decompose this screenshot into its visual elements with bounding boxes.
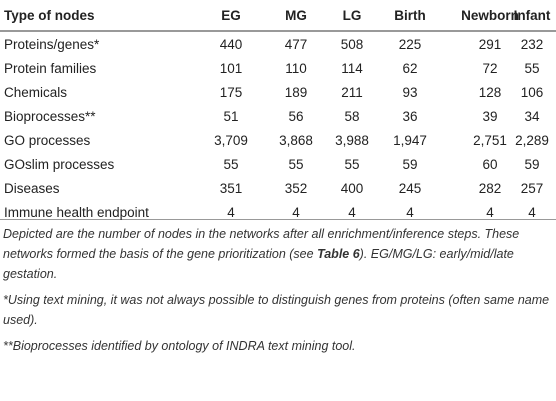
note-text: Depicted are the number of nodes in the … [3, 227, 520, 261]
value-cell: 128 [478, 85, 502, 100]
header-cell: Birth [394, 8, 426, 23]
row-label: Bioprocesses** [4, 109, 96, 124]
value-cell: 60 [482, 157, 498, 172]
value-cell: 4 [406, 205, 414, 220]
row-label: GO processes [4, 133, 91, 148]
value-cell: 352 [284, 181, 308, 196]
row-label: GOslim processes [4, 157, 115, 172]
value-cell: 106 [520, 85, 544, 100]
header-cell: Type of nodes [4, 8, 95, 23]
header-cell: EG [221, 8, 241, 23]
value-cell: 39 [482, 109, 498, 124]
value-cell: 400 [340, 181, 364, 196]
header-cell: Infant [513, 8, 551, 23]
value-cell: 508 [340, 37, 364, 52]
value-cell: 3,868 [279, 133, 313, 148]
row-label: Diseases [4, 181, 60, 196]
value-cell: 3,709 [214, 133, 248, 148]
value-cell: 211 [341, 85, 363, 100]
value-cell: 55 [344, 157, 360, 172]
value-cell: 101 [219, 61, 243, 76]
value-cell: 225 [398, 37, 422, 52]
header-cell: MG [285, 8, 307, 23]
value-cell: 62 [402, 61, 418, 76]
value-cell: 56 [288, 109, 304, 124]
value-cell: 36 [402, 109, 418, 124]
value-cell: 114 [341, 61, 363, 76]
value-cell: 245 [398, 181, 422, 196]
value-cell: 291 [478, 37, 502, 52]
value-cell: 34 [524, 109, 540, 124]
header-rule [0, 30, 556, 32]
note-text: ). EG/MG/LG: early/mid/late gestation. [3, 247, 514, 281]
row-label: Proteins/genes* [4, 37, 100, 52]
value-cell: 93 [402, 85, 418, 100]
value-cell: 55 [288, 157, 304, 172]
value-cell: 58 [344, 109, 360, 124]
value-cell: 3,988 [335, 133, 369, 148]
value-cell: 257 [520, 181, 544, 196]
value-cell: 232 [520, 37, 544, 52]
value-cell: 55 [524, 61, 540, 76]
row-label: Chemicals [4, 85, 68, 100]
notes: Depicted are the number of nodes in the … [3, 224, 551, 362]
value-cell: 51 [223, 109, 239, 124]
value-cell: 4 [292, 205, 300, 220]
value-cell: 4 [528, 205, 536, 220]
note: **Bioprocesses identified by ontology of… [3, 339, 356, 353]
note-ref: Table 6 [317, 247, 360, 261]
value-cell: 351 [219, 181, 243, 196]
value-cell: 4 [348, 205, 356, 220]
row-label: Protein families [4, 61, 97, 76]
value-cell: 1,947 [393, 133, 427, 148]
value-cell: 189 [284, 85, 308, 100]
value-cell: 2,751 [473, 133, 507, 148]
header-cell: Newborn [461, 8, 519, 23]
value-cell: 282 [478, 181, 502, 196]
note: Depicted are the number of nodes in the … [3, 224, 551, 284]
value-cell: 477 [284, 37, 308, 52]
value-cell: 4 [227, 205, 235, 220]
value-cell: 59 [524, 157, 540, 172]
value-cell: 72 [482, 61, 498, 76]
bottom-rule [0, 219, 556, 220]
value-cell: 440 [219, 37, 243, 52]
value-cell: 55 [223, 157, 239, 172]
value-cell: 110 [285, 61, 307, 76]
header-cell: LG [342, 8, 362, 23]
value-cell: 4 [486, 205, 494, 220]
value-cell: 2,289 [515, 133, 549, 148]
note: *Using text mining, it was not always po… [3, 293, 550, 327]
value-cell: 59 [402, 157, 418, 172]
value-cell: 175 [219, 85, 243, 100]
row-label: Immune health endpoint [4, 205, 149, 220]
